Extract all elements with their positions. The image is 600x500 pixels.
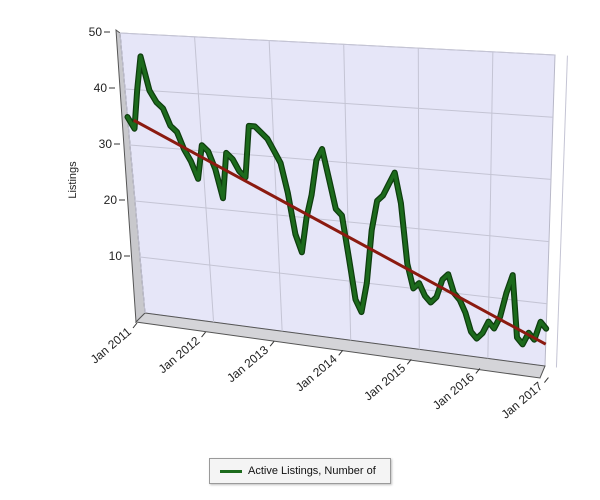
grid-line-x-0 (119, 32, 146, 314)
x-tick-label-5: Jan 2016 (430, 370, 477, 413)
x-tick-label-4: Jan 2015 (361, 361, 408, 404)
trendline (133, 118, 547, 346)
grid-line-y-40 (124, 88, 554, 118)
x-tick-label-2: Jan 2013 (224, 343, 271, 386)
grid-line-x-1 (194, 36, 215, 323)
x-tick-0 (132, 322, 138, 329)
y-tick-label-50: 50 (89, 25, 103, 39)
y-tick-label-10: 10 (109, 249, 123, 263)
y-tick-label-30: 30 (99, 137, 113, 151)
y-tick-label-40: 40 (94, 81, 108, 95)
grid (119, 32, 568, 368)
legend-label-active-listings: Active Listings, Number of (248, 465, 376, 477)
grid-line-y-50 (119, 32, 556, 56)
series-layer (124, 53, 550, 348)
grid-line-x-3 (343, 44, 352, 341)
x-tick-2 (269, 340, 275, 347)
grid-line-x-5 (487, 51, 494, 359)
back-wall (119, 32, 556, 367)
x-tick-4 (406, 359, 412, 365)
y-tick-label-20: 20 (104, 193, 118, 207)
x-tick-label-3: Jan 2014 (293, 352, 340, 395)
y-axis: 10 20 30 40 50 (89, 25, 130, 263)
legend: Active Listings, Number of (209, 458, 391, 484)
x-tick-6 (544, 377, 549, 383)
x-tick-1 (201, 331, 206, 338)
grid-line-x-2 (268, 40, 283, 332)
x-tick-label-0: Jan 2011 (88, 324, 134, 366)
legend-swatch-active-listings (220, 469, 242, 473)
grid-line-x-6 (555, 55, 568, 368)
x-tick-label-6: Jan 2017 (499, 379, 546, 422)
y-axis-title: Listings (67, 161, 79, 199)
x-tick-3 (338, 349, 344, 356)
grid-line-y-10 (139, 256, 548, 305)
chart-frame (115, 28, 556, 379)
x-tick-5 (475, 368, 481, 374)
x-tick-label-1: Jan 2012 (156, 333, 203, 376)
grid-line-x-4 (417, 48, 420, 350)
floor (134, 312, 546, 379)
